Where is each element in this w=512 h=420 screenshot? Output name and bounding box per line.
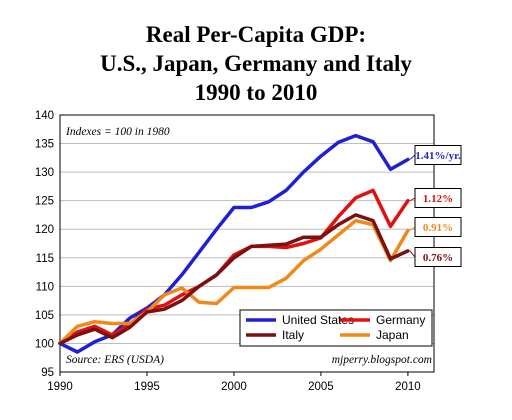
series-line-italy bbox=[58, 213, 410, 346]
chart-title-line-3: 1990 to 2010 bbox=[194, 80, 318, 105]
y-tick-label: 105 bbox=[35, 310, 54, 322]
y-tick-label: 135 bbox=[35, 139, 54, 151]
source-note: Source: ERS (USDA) bbox=[66, 354, 164, 366]
chart-title-line-1: Real Per-Capita GDP: bbox=[145, 22, 367, 47]
plot-area-frame bbox=[59, 114, 435, 373]
x-tick-label: 1990 bbox=[47, 381, 73, 393]
callout-leader bbox=[409, 250, 416, 258]
callout-label: 1.12% bbox=[423, 193, 453, 205]
callout-leader bbox=[409, 226, 416, 231]
legend-label: United States bbox=[282, 313, 354, 327]
callout-label: 1.41%/yr. bbox=[415, 150, 461, 162]
legend-label: Italy bbox=[282, 328, 304, 342]
legend-label: Japan bbox=[376, 328, 409, 342]
y-tick-label: 115 bbox=[36, 253, 54, 265]
callout-box bbox=[414, 217, 462, 237]
index-annotation: Indexes = 100 in 1980 bbox=[65, 126, 170, 138]
y-tick-label: 130 bbox=[35, 167, 54, 179]
series-line-germany bbox=[58, 188, 410, 346]
callout-label: 0.76% bbox=[423, 252, 453, 264]
callout-leader bbox=[409, 197, 416, 202]
callout-box bbox=[414, 188, 462, 208]
x-tick-label: 2000 bbox=[221, 381, 247, 393]
y-tick-label: 100 bbox=[35, 338, 54, 350]
callout-box bbox=[414, 145, 462, 165]
y-tick-label: 120 bbox=[35, 224, 54, 236]
legend-label: Germany bbox=[376, 313, 425, 327]
callout-leader bbox=[409, 154, 416, 160]
y-tick-label: 95 bbox=[41, 367, 54, 379]
series-line-united-states bbox=[58, 133, 410, 354]
callout-label: 0.91% bbox=[423, 222, 453, 234]
chart-title-line-2: U.S., Japan, Germany and Italy bbox=[100, 51, 412, 76]
callout-box bbox=[414, 247, 462, 267]
x-tick-label: 2010 bbox=[395, 381, 421, 393]
x-tick-label: 2005 bbox=[308, 381, 334, 393]
credit-note: mjperry.blogspot.com bbox=[332, 354, 432, 366]
y-tick-label: 125 bbox=[35, 196, 54, 208]
series-line-japan bbox=[58, 218, 410, 346]
y-tick-label: 110 bbox=[36, 281, 54, 293]
legend-box bbox=[239, 309, 433, 347]
y-tick-label: 140 bbox=[35, 110, 54, 122]
x-tick-label: 1995 bbox=[134, 381, 160, 393]
